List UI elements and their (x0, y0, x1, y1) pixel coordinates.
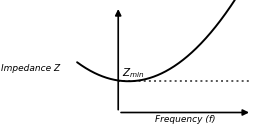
Text: $Z_{min}$: $Z_{min}$ (122, 66, 145, 80)
Text: Impedance Z: Impedance Z (1, 64, 60, 73)
Text: Frequency (f): Frequency (f) (155, 115, 215, 124)
